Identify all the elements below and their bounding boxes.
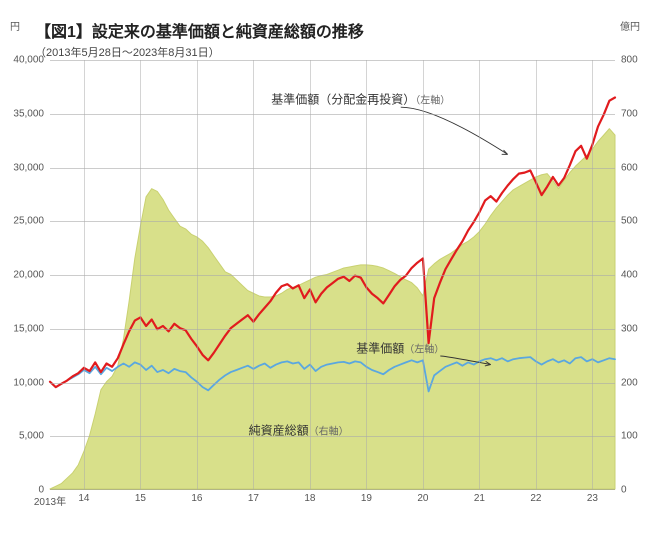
annotation: 純資産総額（右軸） [249,421,349,438]
tick-bottom: 20 [417,493,428,504]
left-axis-unit: 円 [10,18,20,33]
gridline-h [50,275,615,276]
gridline-v [84,60,85,489]
gridline-v [366,60,367,489]
plot-area: 05,00010,00015,00020,00025,00030,00035,0… [50,60,615,490]
tick-left: 40,000 [13,55,44,66]
tick-right: 500 [621,216,638,227]
tick-bottom: 18 [304,493,315,504]
gridline-h [50,383,615,384]
tick-left: 30,000 [13,162,44,173]
gridline-v [479,60,480,489]
gridline-h [50,60,615,61]
tick-bottom: 2013年 [34,493,66,508]
tick-right: 600 [621,162,638,173]
gridline-h [50,114,615,115]
tick-bottom: 22 [530,493,541,504]
tick-bottom: 21 [474,493,485,504]
tick-right: 700 [621,108,638,119]
tick-left: 15,000 [13,323,44,334]
tick-bottom: 19 [361,493,372,504]
tick-bottom: 23 [587,493,598,504]
gridline-v [423,60,424,489]
tick-right: 200 [621,377,638,388]
chart-title: 【図1】設定来の基準価額と純資産総額の推移 [35,18,364,42]
gridline-v [140,60,141,489]
tick-left: 5,000 [19,431,44,442]
gridline-v [536,60,537,489]
chart-subtitle: （2013年5月28日～2023年8月31日） [35,44,364,60]
annotation: 基準価額（分配金再投資）（左軸） [271,90,450,107]
right-axis-unit: 億円 [620,18,640,33]
tick-right: 400 [621,270,638,281]
title-block: 【図1】設定来の基準価額と純資産総額の推移 （2013年5月28日～2023年8… [35,18,364,60]
tick-bottom: 17 [248,493,259,504]
tick-left: 25,000 [13,216,44,227]
tick-bottom: 16 [191,493,202,504]
gridline-h [50,168,615,169]
tick-right: 0 [621,485,627,496]
tick-right: 300 [621,323,638,334]
tick-left: 35,000 [13,108,44,119]
tick-left: 10,000 [13,377,44,388]
tick-bottom: 15 [135,493,146,504]
chart-container: 円 億円 【図1】設定来の基準価額と純資産総額の推移 （2013年5月28日～2… [0,0,650,535]
gridline-v [592,60,593,489]
gridline-h [50,329,615,330]
gridline-v [197,60,198,489]
gridline-h [50,221,615,222]
annotation: 基準価額（左軸） [356,340,444,357]
tick-right: 100 [621,431,638,442]
tick-right: 800 [621,55,638,66]
tick-bottom: 14 [78,493,89,504]
tick-left: 20,000 [13,270,44,281]
